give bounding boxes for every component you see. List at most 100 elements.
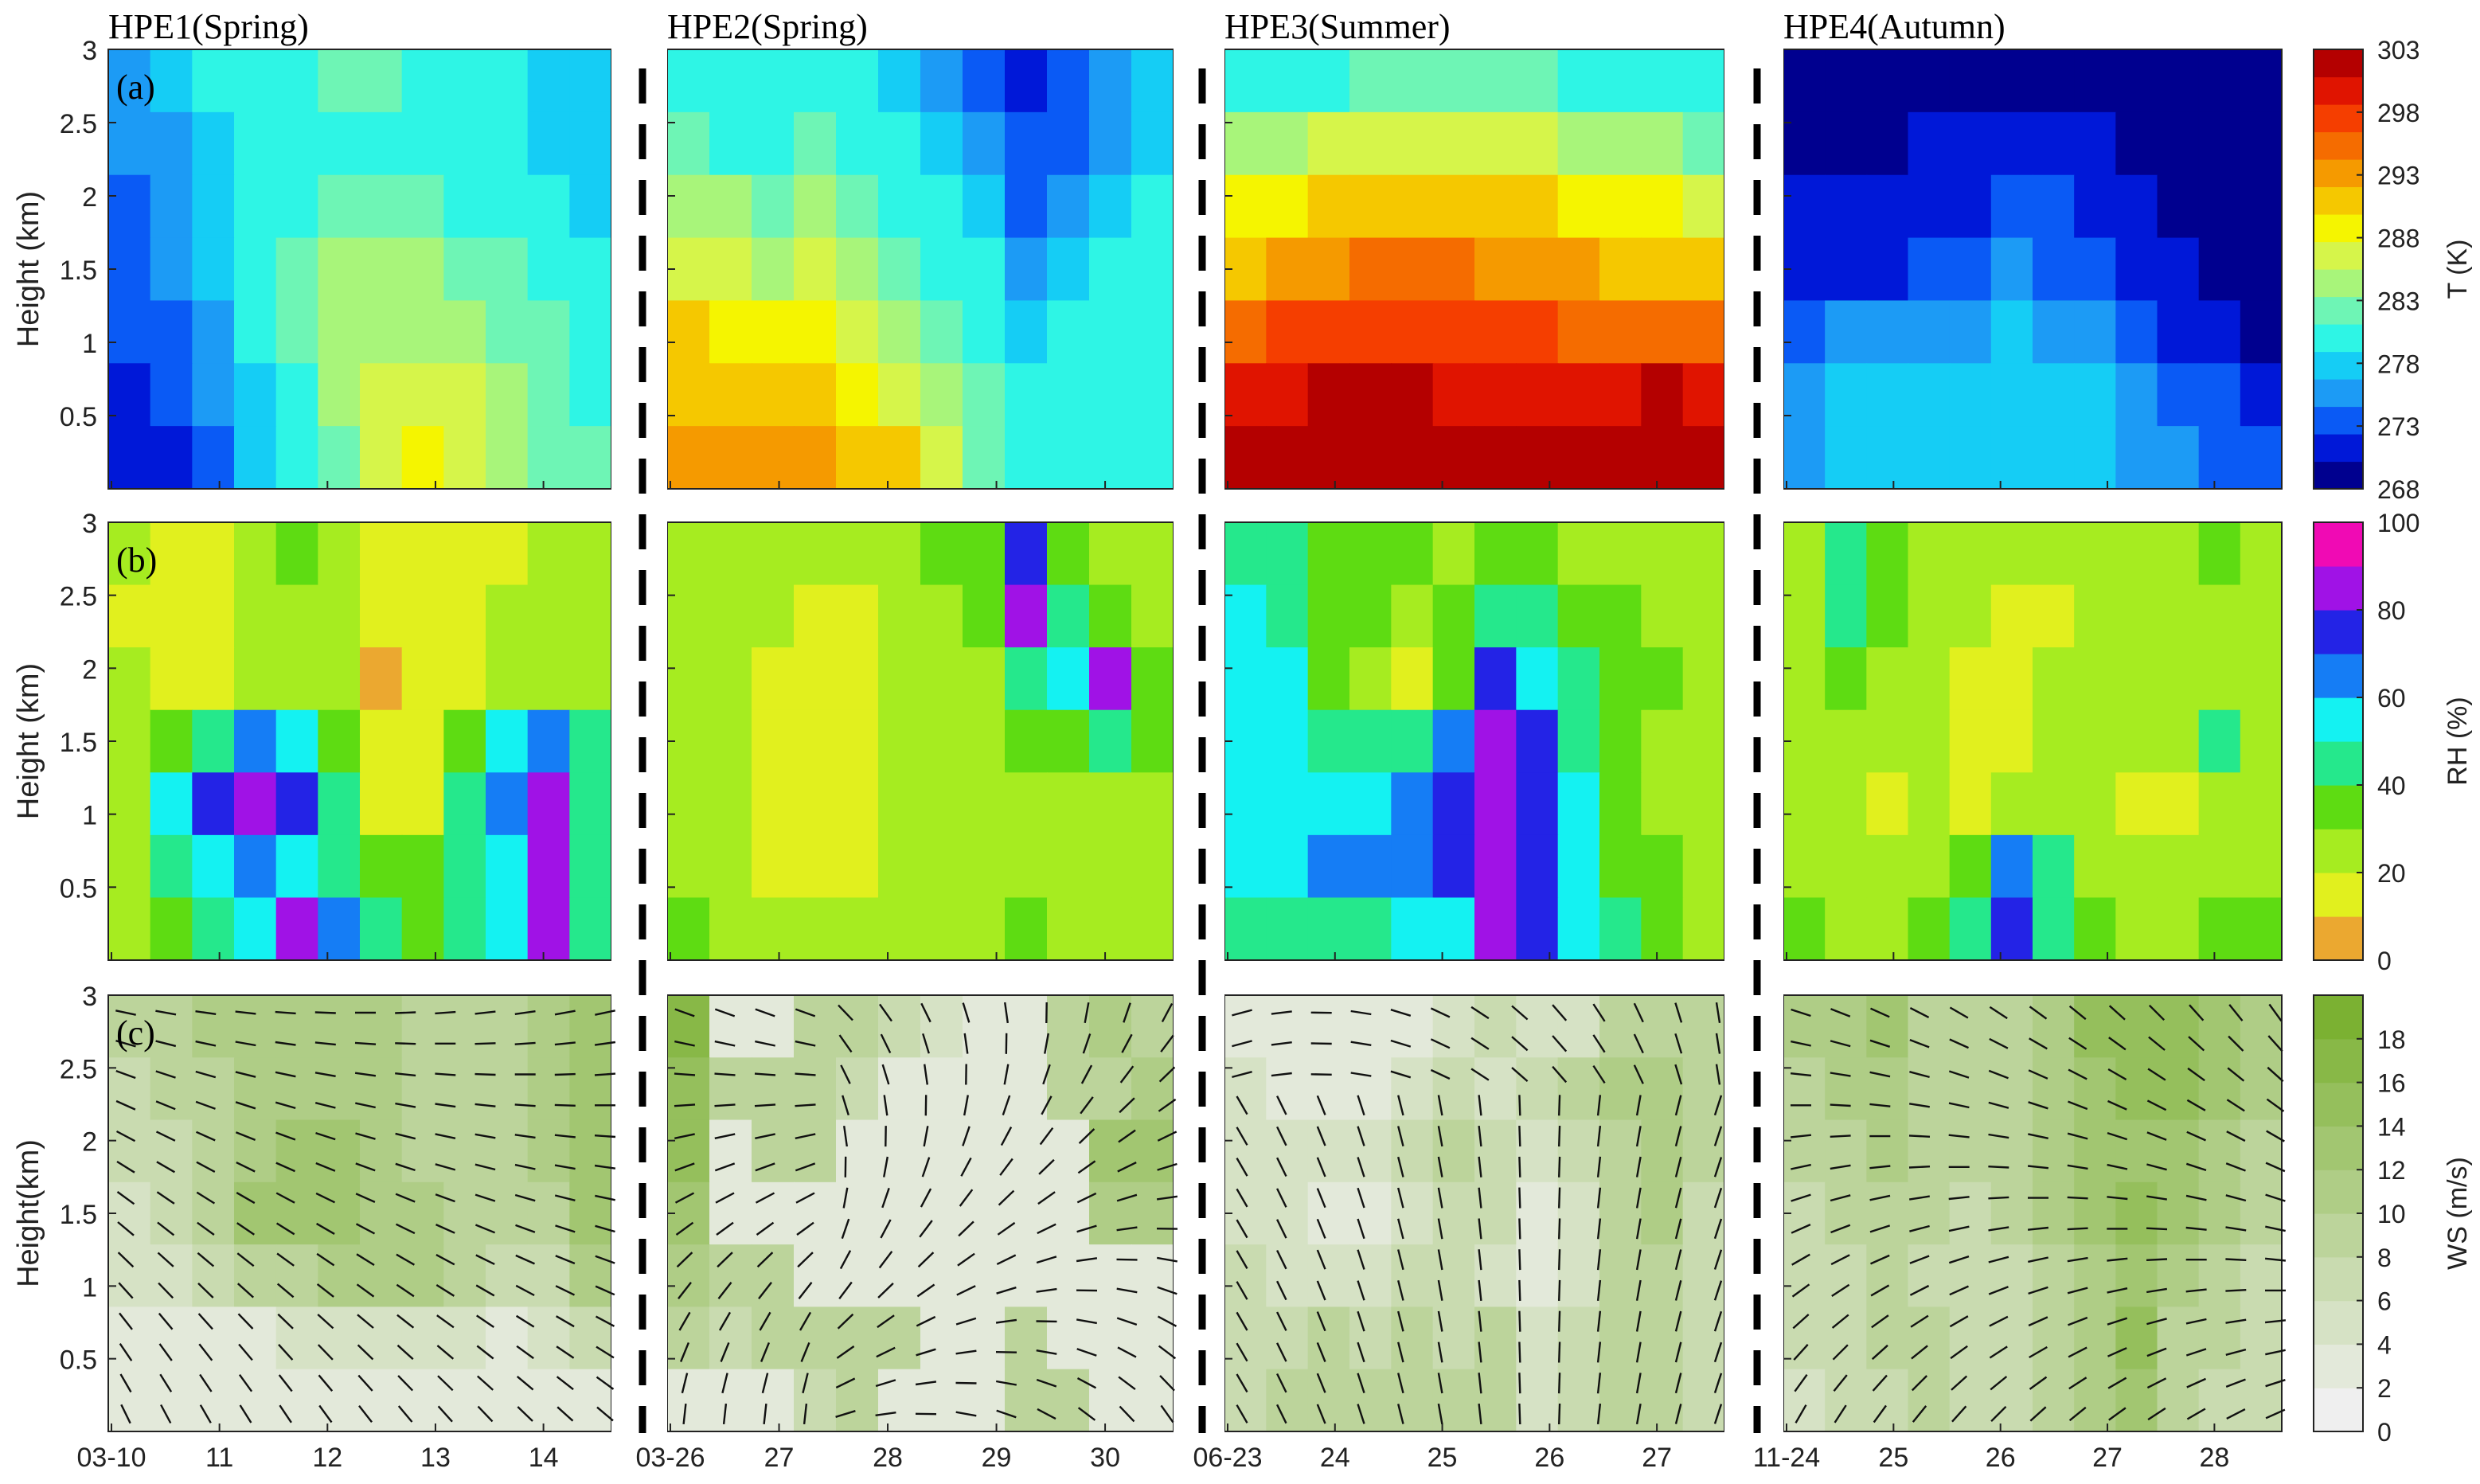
wind-vector <box>238 1343 253 1361</box>
wind-vector <box>1596 1341 1602 1363</box>
wind-vector <box>883 1095 889 1116</box>
contour-cell <box>963 584 1006 648</box>
wind-vector <box>315 1131 336 1141</box>
contour-cell <box>486 834 529 899</box>
contour-cell <box>360 363 403 427</box>
contour-cell <box>360 1369 403 1432</box>
wind-vector <box>1674 1156 1682 1177</box>
contour-cell <box>360 111 403 176</box>
contour-cell <box>234 897 277 961</box>
contour-cell <box>752 647 795 711</box>
wind-vector <box>1316 1157 1326 1177</box>
wind-vector <box>1793 1343 1809 1361</box>
contour-cell <box>569 49 612 113</box>
contour-cell <box>360 995 403 1059</box>
wind-vector <box>877 1314 895 1329</box>
contour-cell <box>1005 647 1048 711</box>
contour-cell <box>963 174 1006 239</box>
wind-vector <box>676 1252 693 1268</box>
contour-cell <box>275 709 319 774</box>
wind-vector <box>1511 1036 1529 1052</box>
wind-vector <box>318 1404 333 1423</box>
contour-cell <box>709 300 752 365</box>
contour-cell <box>2115 174 2158 239</box>
contour-cell <box>1599 49 1642 113</box>
wind-vector <box>1713 1126 1723 1146</box>
contour-cell <box>1005 834 1048 899</box>
contour-cell <box>443 1244 486 1308</box>
contour-cell <box>752 111 795 176</box>
wind-vector <box>195 1010 217 1015</box>
wind-vector <box>155 1100 176 1111</box>
colorbar-label: T (K) <box>2443 240 2473 299</box>
contour-cell <box>1783 897 1826 961</box>
contour-cell <box>963 300 1006 365</box>
contour-cell <box>360 834 403 899</box>
contour-block <box>1783 49 2283 490</box>
contour-cell <box>1866 300 1909 365</box>
contour-cell <box>1349 1306 1392 1370</box>
contour-cell <box>794 1181 837 1245</box>
wind-vector <box>2067 1164 2088 1170</box>
contour-cell <box>2033 174 2075 239</box>
wind-vector <box>1518 1218 1521 1240</box>
colorbar-swatch <box>2314 379 2363 408</box>
contour-cell <box>836 995 879 1059</box>
wind-vector <box>1119 1097 1135 1114</box>
contour-cell <box>1783 647 1826 711</box>
wind-vector <box>1596 1403 1602 1425</box>
x-tick-label: 28 <box>2199 1443 2229 1473</box>
wind-vector <box>1161 1002 1174 1023</box>
contour-cell <box>2033 1244 2075 1308</box>
contour-cell <box>1825 1369 1868 1432</box>
wind-vector <box>475 1284 495 1297</box>
contour-cell <box>1307 174 1350 239</box>
y-tick-label: 0.5 <box>60 402 97 432</box>
contour-cell <box>1224 647 1267 711</box>
contour-cell <box>1908 1369 1951 1432</box>
wind-vector <box>2107 1196 2128 1201</box>
contour-cell <box>2033 709 2075 774</box>
wind-vector <box>1156 1256 1178 1263</box>
contour-cell <box>2240 174 2283 239</box>
contour-cell <box>667 995 710 1059</box>
wind-vector <box>1037 1408 1056 1420</box>
wind-vector <box>1558 1095 1561 1116</box>
wind-vector <box>476 1314 494 1328</box>
contour-cell <box>1349 111 1392 176</box>
wind-vector <box>275 1222 295 1236</box>
wind-vector <box>275 1041 296 1046</box>
wind-vector <box>1357 1095 1365 1116</box>
wind-vector <box>275 1192 295 1204</box>
wind-vector <box>838 1004 853 1021</box>
contour-cell <box>527 1181 571 1245</box>
wind-vector <box>1357 1373 1365 1393</box>
wind-vector <box>475 1193 496 1202</box>
contour-cell <box>401 522 445 586</box>
wind-vector <box>1350 1072 1372 1077</box>
wind-vector <box>754 1072 776 1076</box>
contour-cell <box>318 300 361 365</box>
contour-cell <box>1990 363 2033 427</box>
wind-vector <box>755 1040 775 1047</box>
wind-vector <box>1870 1284 1890 1297</box>
contour-cell <box>1047 363 1090 427</box>
contour-cell <box>1682 647 1725 711</box>
contour-cell <box>569 1057 612 1121</box>
wind-vector <box>1988 1133 2009 1139</box>
contour-cell <box>1131 834 1174 899</box>
contour-cell <box>1516 174 1559 239</box>
contour-cell <box>709 1181 752 1245</box>
wind-vector <box>516 1375 534 1391</box>
contour-block <box>1783 995 2283 1432</box>
contour-cell <box>234 1244 277 1308</box>
wind-vector <box>357 1344 374 1361</box>
contour-cell <box>1557 363 1600 427</box>
colorbar-swatch <box>2314 49 2363 78</box>
contour-cell <box>2033 772 2075 836</box>
contour-cell <box>1131 709 1174 774</box>
contour-cell <box>794 1119 837 1183</box>
contour-cell <box>1131 522 1174 586</box>
contour-cell <box>794 897 837 961</box>
